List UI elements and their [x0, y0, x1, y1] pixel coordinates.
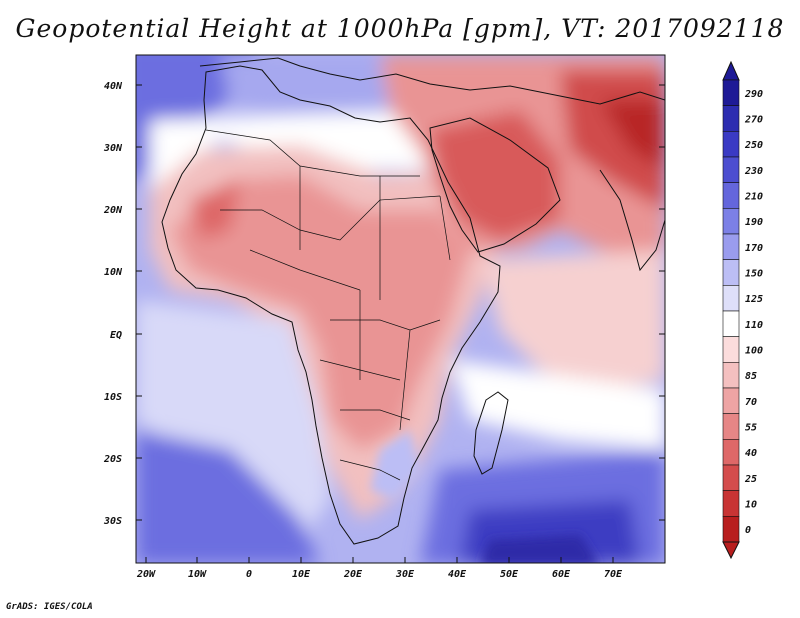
- colorbar-segment: [722, 413, 740, 440]
- lat-label-20s: 20S: [103, 454, 122, 465]
- colorbar-label: 125: [745, 294, 763, 305]
- colorbar-label: 230: [744, 166, 763, 177]
- north-coastline: [199, 57, 665, 105]
- lat-label-20n: 20N: [103, 205, 123, 216]
- field-mozambique-channel: [370, 430, 420, 500]
- lon-label-60e: 60E: [552, 569, 571, 580]
- lon-label-20e: 20E: [343, 569, 363, 580]
- lon-label-40e: 40E: [448, 569, 467, 580]
- lat-label-30s: 30S: [103, 516, 122, 527]
- lat-axis: 40N 30N 20N 10N EQ 10S 20S 30S: [103, 81, 665, 527]
- colorbar-label: 190: [745, 217, 763, 228]
- colorbar-label: 70: [745, 397, 757, 408]
- arabia-coastline: [429, 117, 561, 253]
- colorbar-segment: [722, 439, 740, 466]
- field-southern-low-core: [480, 535, 599, 563]
- lon-axis: 20W 10W 0 10E 20E 30E 40E 50E 60E 70E: [136, 557, 623, 580]
- colorbar-segment: [722, 182, 740, 209]
- colorbar-label: 10: [745, 500, 757, 511]
- india-coastline: [599, 169, 665, 272]
- field-gulf-of-guinea: [136, 300, 330, 540]
- colorbar-segment: [722, 336, 740, 363]
- lat-label-10n: 10N: [104, 267, 123, 278]
- lon-label-30e: 30E: [395, 569, 415, 580]
- colorbar-segment: [722, 490, 740, 517]
- colorbar-label: 85: [745, 371, 757, 382]
- colorbar-segment: [722, 105, 740, 132]
- coastlines: [161, 57, 665, 545]
- colorbar-top-arrow: [722, 60, 740, 81]
- colorbar-label: 0: [745, 525, 751, 536]
- colorbar-segment: [722, 310, 740, 337]
- colorbar-label: 150: [745, 269, 763, 280]
- colorbar-label: 170: [745, 243, 763, 254]
- colorbar-label: 25: [744, 474, 757, 485]
- lon-label-20w: 20W: [136, 569, 156, 580]
- lat-label-40n: 40N: [104, 81, 123, 92]
- colorbar-segment: [722, 464, 740, 491]
- lon-label-70e: 70E: [604, 569, 623, 580]
- field-indian-ocean-transition: [450, 360, 665, 450]
- colorbar-label: 100: [745, 346, 763, 357]
- colorbar-label: 110: [745, 320, 763, 331]
- colorbar-bottom-arrow: [722, 541, 740, 560]
- grads-credit: GrADS: IGES/COLA: [6, 602, 93, 612]
- colorbar-label: 40: [745, 448, 757, 459]
- field-tibet-peak: [600, 100, 665, 170]
- colorbar-segment: [722, 131, 740, 158]
- colorbar-label: 250: [744, 140, 763, 151]
- lon-label-10e: 10E: [292, 569, 311, 580]
- lon-label-0: 0: [246, 569, 252, 580]
- lat-label-eq: EQ: [110, 330, 122, 341]
- lon-label-50e: 50E: [500, 569, 519, 580]
- colorbar-segment: [722, 156, 740, 183]
- colorbar-label: 210: [744, 192, 763, 203]
- colorbar-label: 55: [745, 423, 757, 434]
- colorbar-segment: [722, 285, 740, 312]
- field-arabia: [430, 110, 560, 240]
- height-field: [136, 55, 665, 563]
- colorbar-segment: [722, 387, 740, 414]
- colorbar-segment: [722, 79, 740, 106]
- plot-frame: [135, 54, 666, 564]
- colorbar-segment: [722, 208, 740, 235]
- lon-label-10w: 10W: [188, 569, 207, 580]
- madagascar-coastline: [473, 391, 509, 475]
- colorbar-label: 290: [744, 89, 763, 100]
- lat-label-30n: 30N: [103, 143, 123, 154]
- colorbar-segment: [722, 259, 740, 286]
- field-indian-ocean-north: [480, 250, 665, 390]
- colorbar-label: 270: [744, 115, 763, 126]
- lat-label-10s: 10S: [104, 392, 122, 403]
- africa-coastline: [161, 65, 501, 545]
- field-west-sahara: [190, 180, 240, 240]
- field-africa-mid: [170, 175, 470, 450]
- colorbar: 2902702502302101901701501251101008570554…: [722, 60, 763, 560]
- map-title: Geopotential Height at 1000hPa [gpm], VT…: [15, 14, 785, 43]
- field-south-atlantic: [136, 430, 320, 563]
- country-borders-meridional: [299, 166, 451, 431]
- colorbar-segment: [722, 233, 740, 260]
- colorbar-segment: [722, 516, 740, 543]
- colorbar-segment: [722, 362, 740, 389]
